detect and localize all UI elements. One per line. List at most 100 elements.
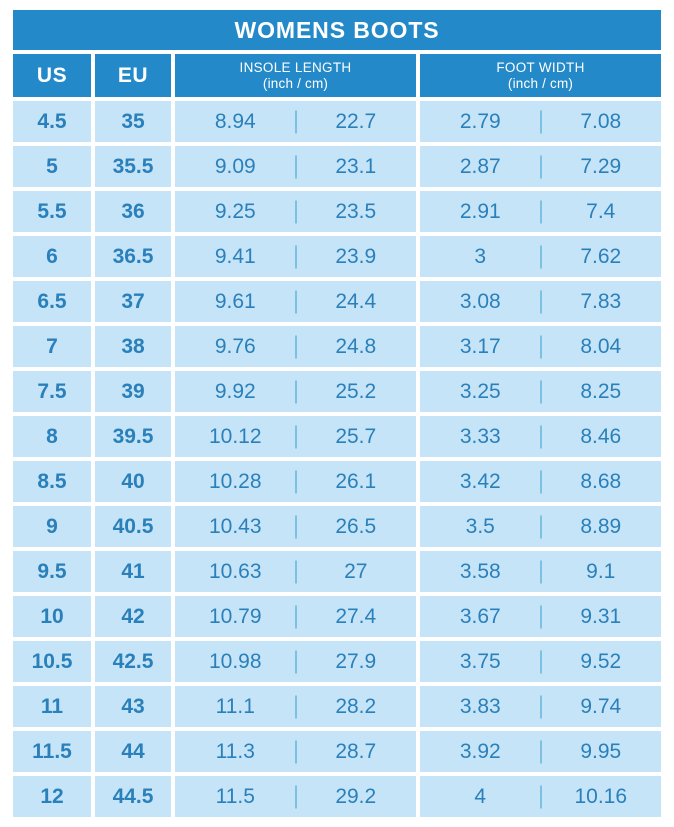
cell-divider	[294, 155, 297, 178]
cell-width-cm: 8.89	[580, 514, 622, 538]
table-row: 11 43 11.1 28.2 3.83 9.74	[13, 686, 661, 727]
cell-insole-cm: 25.7	[335, 424, 377, 448]
column-header-us-label: US	[36, 63, 68, 87]
cell-insole-length: 10.98 27.9	[175, 641, 416, 682]
cell-us-size: 8	[13, 416, 91, 457]
cell-insole-cm: 23.1	[335, 154, 377, 178]
cell-divider	[294, 425, 297, 448]
cell-insole-cm: 27.4	[335, 604, 377, 628]
cell-foot-width: 2.79 7.08	[420, 101, 661, 142]
cell-insole-inch: 10.98	[208, 649, 262, 673]
cell-eu-size: 42.5	[95, 641, 171, 682]
cell-insole-cm: 27.9	[335, 649, 377, 673]
cell-insole-inch: 10.28	[208, 469, 262, 493]
cell-divider	[539, 515, 542, 538]
cell-divider	[539, 335, 542, 358]
cell-insole-length: 9.41 23.9	[175, 236, 416, 277]
cell-foot-width: 3.58 9.1	[420, 551, 661, 592]
foot-width-units: (inch / cm)	[507, 75, 574, 91]
table-row: 4.5 35 8.94 22.7 2.79 7.08	[13, 101, 661, 142]
cell-width-inch: 3.83	[459, 694, 501, 718]
cell-us-size: 4.5	[13, 101, 91, 142]
cell-width-cm: 9.52	[580, 649, 622, 673]
cell-eu-size: 44.5	[95, 776, 171, 817]
column-header-us: US	[13, 54, 91, 97]
table-row: 10 42 10.79 27.4 3.67 9.31	[13, 596, 661, 637]
cell-width-cm: 9.95	[580, 739, 622, 763]
cell-width-inch: 3.58	[459, 559, 501, 583]
cell-us-size: 12	[13, 776, 91, 817]
cell-width-inch: 3.5	[465, 514, 495, 538]
cell-divider	[539, 425, 542, 448]
cell-eu-size: 36.5	[95, 236, 171, 277]
cell-divider	[294, 740, 297, 763]
cell-divider	[539, 290, 542, 313]
cell-us-size: 6.5	[13, 281, 91, 322]
cell-width-inch: 3.42	[459, 469, 501, 493]
cell-insole-length: 9.61 24.4	[175, 281, 416, 322]
cell-insole-length: 9.25 23.5	[175, 191, 416, 232]
cell-insole-inch: 11.3	[215, 739, 255, 763]
page-title: WOMENS BOOTS	[234, 16, 440, 43]
cell-us-size: 9.5	[13, 551, 91, 592]
table-row: 6 36.5 9.41 23.9 3 7.62	[13, 236, 661, 277]
table-row: 6.5 37 9.61 24.4 3.08 7.83	[13, 281, 661, 322]
foot-width-title: FOOT WIDTH	[496, 60, 585, 76]
cell-width-inch: 3.17	[459, 334, 501, 358]
column-header-insole-length: INSOLE LENGTH (inch / cm)	[175, 54, 416, 97]
cell-insole-cm: 27	[344, 559, 368, 583]
cell-divider	[539, 200, 542, 223]
cell-insole-inch: 10.79	[208, 604, 262, 628]
cell-foot-width: 2.91 7.4	[420, 191, 661, 232]
cell-us-size: 10	[13, 596, 91, 637]
table-row: 9 40.5 10.43 26.5 3.5 8.89	[13, 506, 661, 547]
cell-divider	[294, 335, 297, 358]
cell-width-cm: 7.62	[580, 244, 622, 268]
table-row: 9.5 41 10.63 27 3.58 9.1	[13, 551, 661, 592]
cell-insole-length: 11.5 29.2	[175, 776, 416, 817]
cell-eu-size: 36	[95, 191, 171, 232]
cell-insole-cm: 23.9	[335, 244, 377, 268]
cell-insole-length: 10.79 27.4	[175, 596, 416, 637]
cell-insole-inch: 9.25	[214, 199, 256, 223]
cell-divider	[294, 695, 297, 718]
insole-length-title: INSOLE LENGTH	[239, 60, 352, 76]
cell-foot-width: 3.5 8.89	[420, 506, 661, 547]
cell-us-size: 5	[13, 146, 91, 187]
cell-foot-width: 3.33 8.46	[420, 416, 661, 457]
cell-insole-inch: 9.92	[214, 379, 256, 403]
table-row: 8.5 40 10.28 26.1 3.42 8.68	[13, 461, 661, 502]
cell-width-inch: 2.79	[459, 109, 501, 133]
cell-width-inch: 2.91	[459, 199, 501, 223]
cell-insole-cm: 26.5	[335, 514, 377, 538]
cell-foot-width: 2.87 7.29	[420, 146, 661, 187]
cell-divider	[539, 380, 542, 403]
cell-divider	[539, 695, 542, 718]
cell-us-size: 7	[13, 326, 91, 367]
cell-us-size: 11	[13, 686, 91, 727]
cell-divider	[294, 785, 297, 808]
chart-title-bar: WOMENS BOOTS	[13, 10, 661, 50]
table-row: 7.5 39 9.92 25.2 3.25 8.25	[13, 371, 661, 412]
cell-insole-length: 10.12 25.7	[175, 416, 416, 457]
cell-insole-cm: 25.2	[335, 379, 377, 403]
cell-insole-cm: 23.5	[335, 199, 377, 223]
cell-width-cm: 9.1	[586, 559, 616, 583]
cell-divider	[539, 110, 542, 133]
cell-insole-length: 11.3 28.7	[175, 731, 416, 772]
cell-width-inch: 3.08	[459, 289, 501, 313]
cell-eu-size: 43	[95, 686, 171, 727]
cell-width-inch: 3.33	[459, 424, 501, 448]
cell-width-cm: 8.46	[580, 424, 622, 448]
cell-divider	[539, 650, 542, 673]
cell-width-inch: 3.92	[459, 739, 501, 763]
cell-insole-length: 10.63 27	[175, 551, 416, 592]
cell-divider	[294, 245, 297, 268]
table-row: 7 38 9.76 24.8 3.17 8.04	[13, 326, 661, 367]
cell-insole-inch: 9.76	[214, 334, 256, 358]
cell-foot-width: 3.42 8.68	[420, 461, 661, 502]
cell-eu-size: 35	[95, 101, 171, 142]
cell-us-size: 11.5	[13, 731, 91, 772]
cell-divider	[294, 110, 297, 133]
cell-insole-inch: 9.41	[214, 244, 256, 268]
